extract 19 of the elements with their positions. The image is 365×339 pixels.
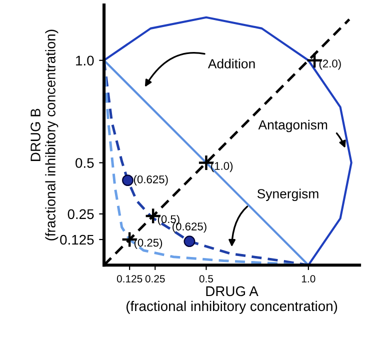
annotation: Antagonism [258,120,328,132]
y-axis-title: DRUG B (fractional inhibitory concentration) [30,30,58,240]
x-axis-title: DRUG A (fractional inhibitory concentration) [126,286,338,314]
y-tick-label: 0.25 [68,209,94,220]
annotation: (2.0) [319,59,341,70]
point [184,236,196,248]
y-tick-label: 1.0 [76,56,94,66]
y-tick-label: 0.125 [60,234,94,245]
annotation: (0.25) [134,238,162,249]
x-tick-label: 1.0 [302,275,316,282]
annotation: Addition [208,58,255,68]
x-tick-label: 0.25 [145,275,165,282]
point [122,174,134,186]
annotation: Synergism [257,188,318,202]
y-tick-label: 0.5 [76,158,94,168]
annotation: (1.0) [211,162,233,172]
x-tick-label: 0.5 [199,275,214,282]
annotation: (0.625) [134,175,168,186]
x-tick-label: 0.125 [116,275,142,282]
